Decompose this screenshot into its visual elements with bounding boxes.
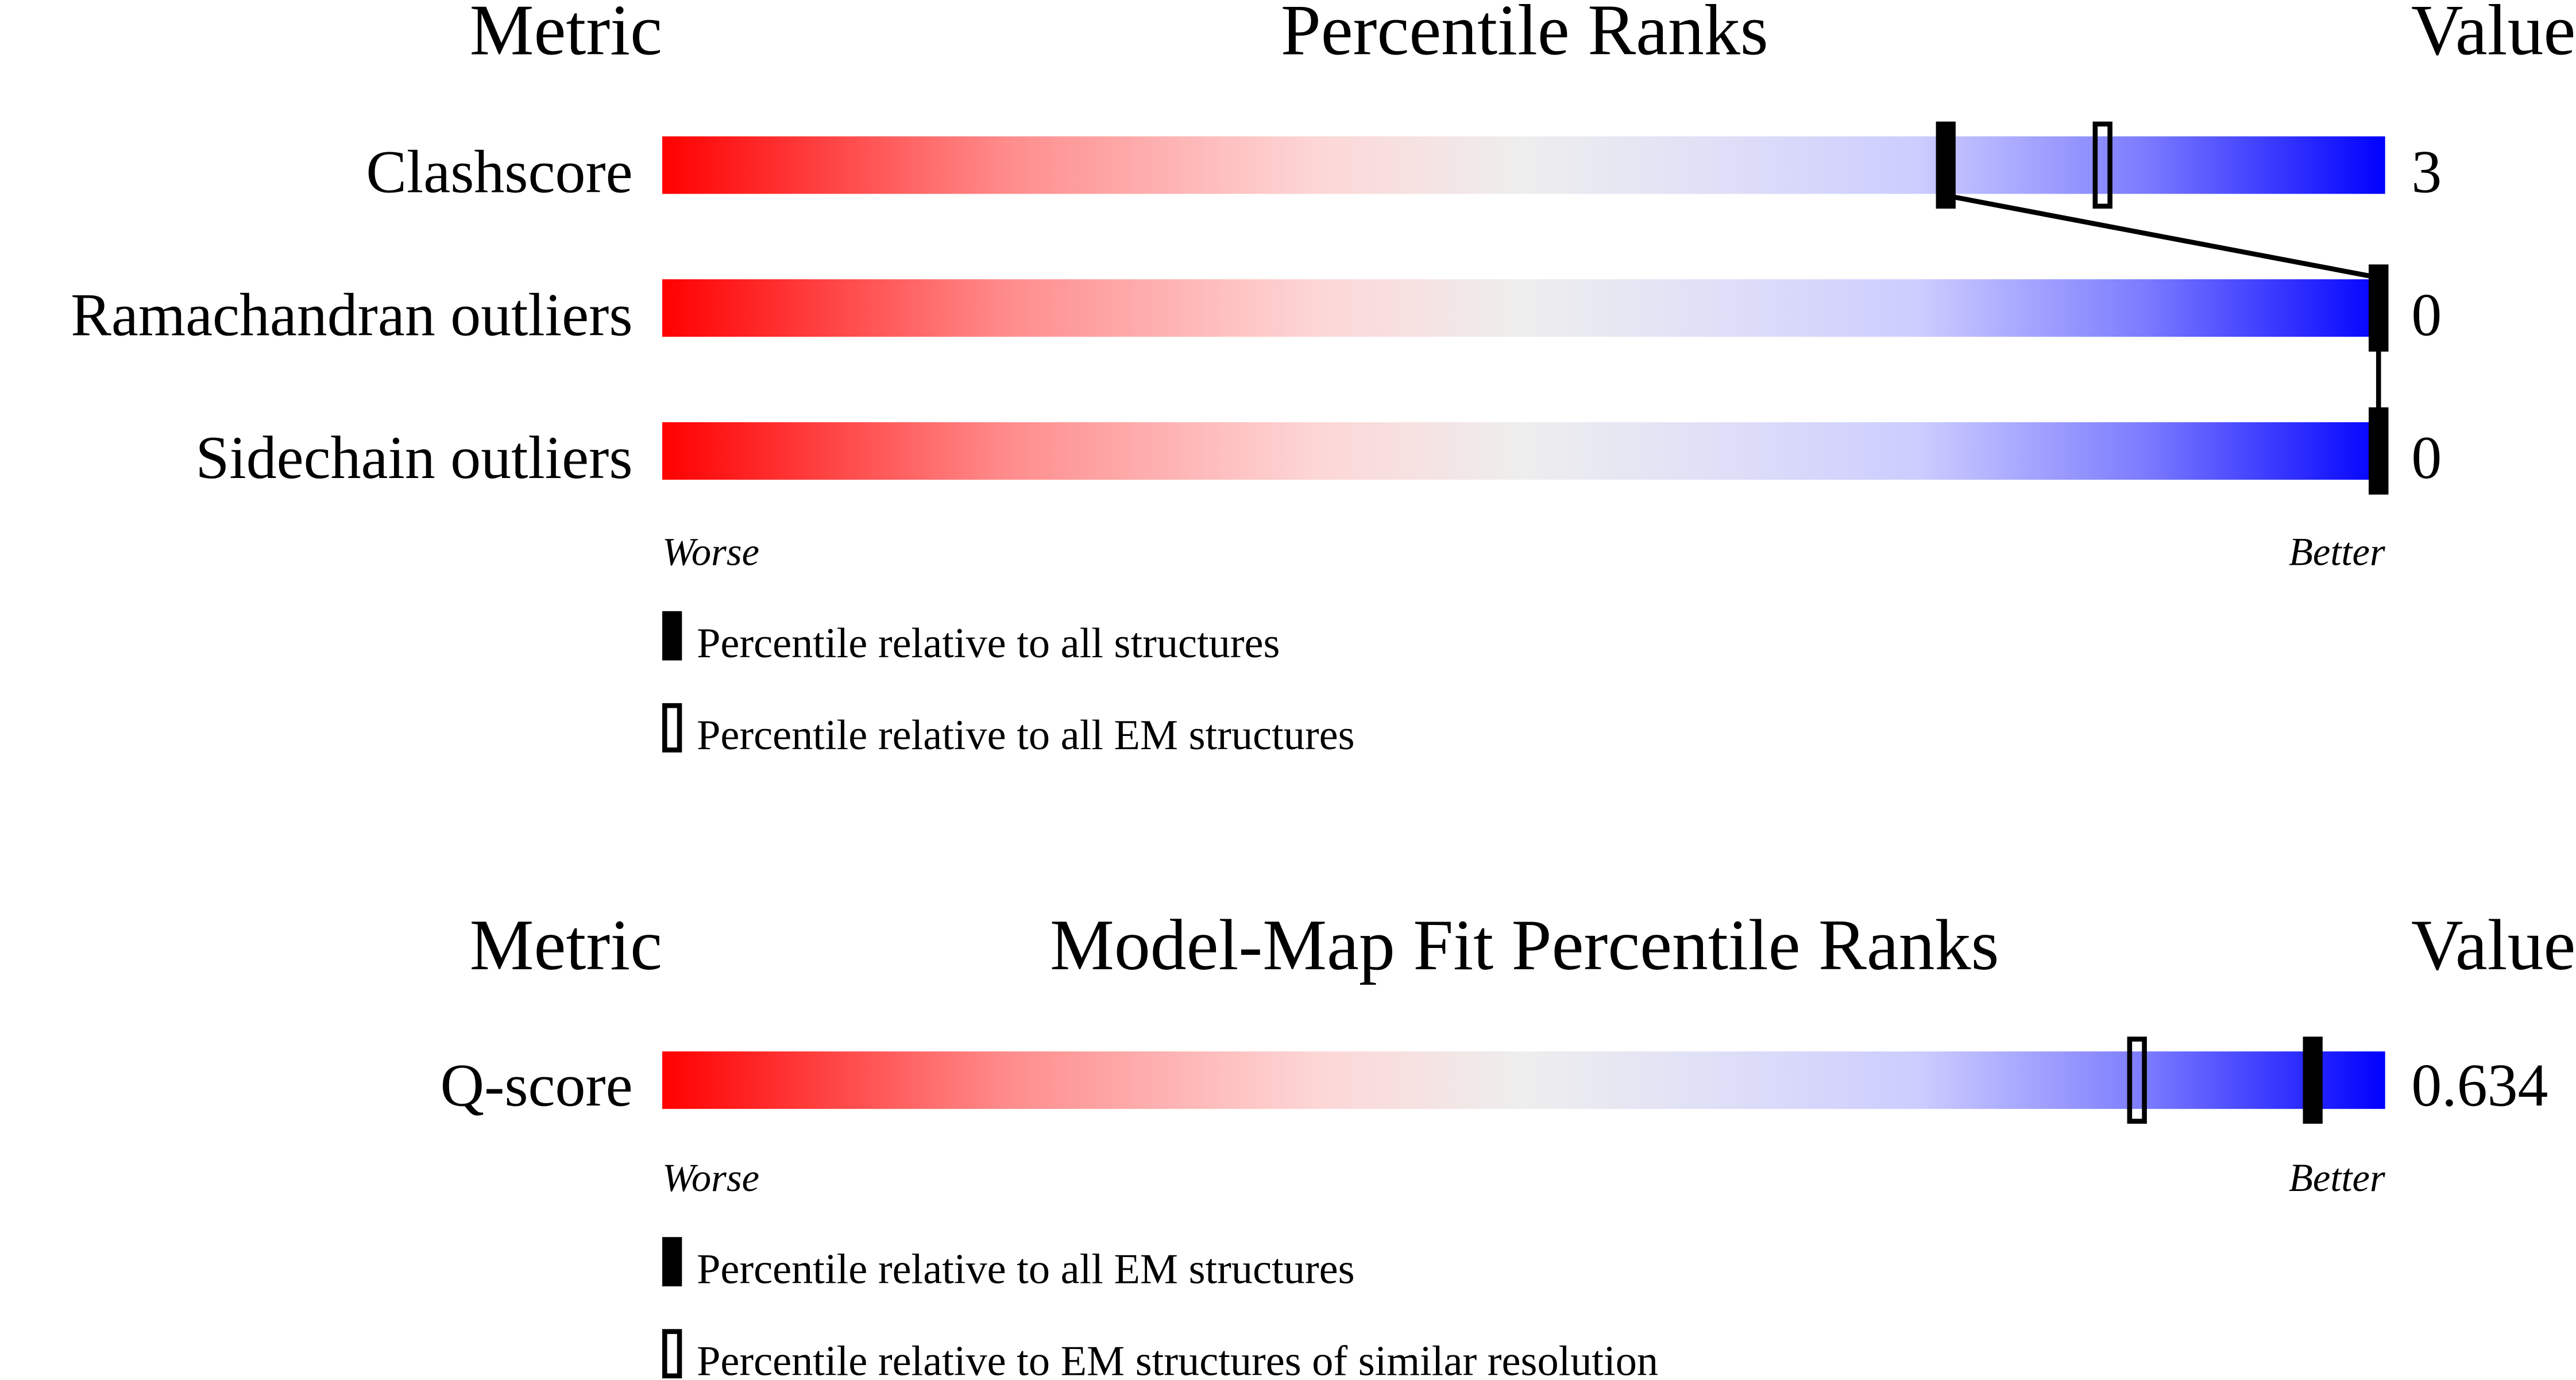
chart-title: Percentile Ranks — [1281, 0, 1768, 70]
row-label: Q-score — [441, 1051, 633, 1119]
header-value: Value — [2411, 0, 2575, 70]
percentile-marker-em — [2127, 1036, 2147, 1124]
percentile-marker-all — [1936, 121, 1956, 209]
connector-line — [1945, 193, 2380, 280]
panel-model-map-fit: Metric Model-Map Fit Percentile Ranks Va… — [441, 905, 2576, 1380]
percentile-marker-all — [2369, 264, 2389, 352]
row-value: 0 — [2411, 424, 2442, 491]
percentile-bar — [662, 422, 2385, 480]
percentile-bar — [662, 279, 2385, 337]
chart-title: Model-Map Fit Percentile Ranks — [1050, 905, 1999, 985]
legend-label: Percentile relative to EM structures of … — [697, 1337, 1658, 1380]
row-label: Clashscore — [366, 138, 632, 206]
better-label: Better — [2289, 1156, 2385, 1200]
legend-filled-marker-icon — [662, 611, 682, 661]
header-metric: Metric — [470, 905, 662, 985]
percentile-marker-all — [2303, 1036, 2323, 1124]
percentile-marker-em — [2092, 121, 2112, 209]
percentile-bar — [662, 1051, 2385, 1109]
row-label: Sidechain outliers — [196, 424, 633, 491]
row-label: Ramachandran outliers — [71, 281, 632, 348]
worse-label: Worse — [662, 1156, 759, 1200]
row-value: 0 — [2411, 281, 2442, 348]
panel-geometry-percentiles: Metric Percentile Ranks Value Clashscore… — [71, 0, 2575, 759]
worse-label: Worse — [662, 530, 759, 574]
better-label: Better — [2289, 530, 2385, 574]
header-metric: Metric — [470, 0, 662, 70]
legend-label: Percentile relative to all EM structures — [697, 712, 1354, 759]
legend-open-marker-icon — [662, 1329, 682, 1379]
legend-label: Percentile relative to all EM structures — [697, 1246, 1354, 1293]
header-value: Value — [2411, 905, 2575, 985]
legend-open-marker-icon — [662, 703, 682, 753]
percentile-marker-all — [2369, 407, 2389, 495]
percentile-bar — [662, 136, 2385, 194]
legend-label: Percentile relative to all structures — [697, 620, 1280, 667]
row-value: 3 — [2411, 138, 2442, 206]
legend-filled-marker-icon — [662, 1237, 682, 1287]
row-value: 0.634 — [2411, 1051, 2548, 1119]
